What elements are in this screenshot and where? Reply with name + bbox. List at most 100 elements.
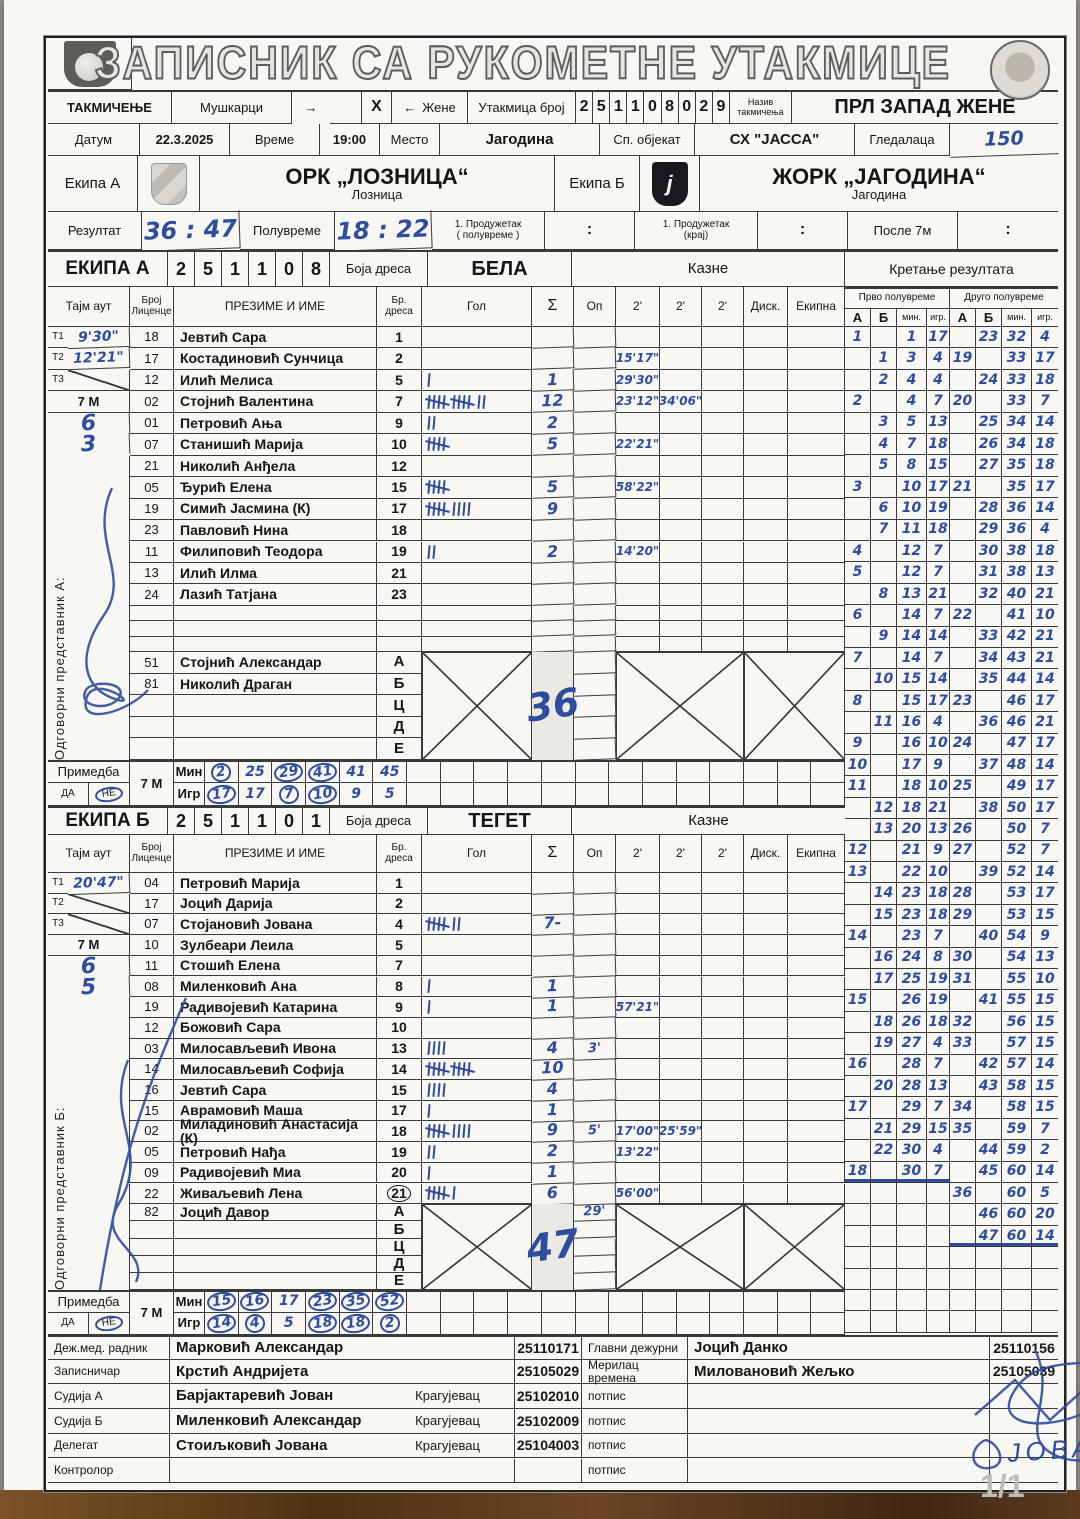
officials-cross-goals bbox=[422, 652, 532, 761]
pen7-igr-value bbox=[710, 783, 744, 806]
score-grid-cell: 10 bbox=[897, 476, 927, 499]
roster-col-2min-1: 2' bbox=[616, 287, 660, 327]
goals-sum bbox=[531, 1017, 575, 1040]
player-name: Павловић Нина bbox=[174, 520, 377, 542]
disk-cell bbox=[744, 914, 788, 936]
goals-sum: 5 bbox=[531, 433, 575, 457]
player-name: Петровић Нађа bbox=[174, 1142, 377, 1163]
score-grid-cell: 31 bbox=[950, 969, 976, 991]
official-role2-label: Мерилац времена bbox=[582, 1359, 688, 1385]
primedba-ne: НЕ bbox=[89, 783, 130, 806]
ekipna-cell bbox=[788, 1162, 845, 1184]
score-grid-cell bbox=[897, 1225, 927, 1248]
pen7-min-value bbox=[710, 760, 744, 783]
penalty-2min bbox=[660, 1100, 702, 1122]
score-grid-cell: 26 bbox=[976, 434, 1002, 456]
score-grid-cell bbox=[845, 1033, 871, 1055]
official-op-penalty bbox=[573, 1272, 617, 1291]
score-grid-cell bbox=[976, 1290, 1002, 1312]
pen7-value-circled: 15 bbox=[205, 1290, 238, 1314]
score-grid-cell: 19 bbox=[871, 1033, 897, 1055]
player-dress-number: 19 bbox=[377, 541, 422, 563]
goals-cell bbox=[422, 498, 532, 521]
penalty-2min bbox=[660, 914, 702, 936]
goals-cell bbox=[422, 1059, 532, 1080]
player-name bbox=[174, 621, 377, 637]
player-licence: 13 bbox=[130, 562, 174, 585]
penalty-2min bbox=[702, 369, 744, 392]
goals-cell bbox=[422, 455, 532, 478]
goals-cell bbox=[422, 935, 532, 956]
goals-sum: 5 bbox=[531, 476, 575, 500]
player-dress-number: Д bbox=[377, 1256, 422, 1273]
score-grid-cell bbox=[845, 1204, 871, 1226]
pen7-igr-value: 14 bbox=[205, 1311, 239, 1335]
pen7-min-value: 15 bbox=[205, 1290, 239, 1314]
penalty-2min bbox=[660, 562, 702, 585]
overtime2-line2: (крај) bbox=[683, 229, 709, 241]
penalty-2min bbox=[616, 636, 660, 653]
player-licence: 10 bbox=[130, 935, 174, 956]
ekipna-cell bbox=[788, 369, 845, 392]
score-grid-cell bbox=[871, 690, 897, 713]
region-stamp-icon bbox=[990, 40, 1050, 100]
team-a-label: Екипа А bbox=[48, 156, 138, 212]
official-name2 bbox=[688, 1409, 990, 1434]
officials-sum-area bbox=[532, 1238, 574, 1256]
player-dress-number bbox=[377, 636, 422, 653]
goals-sum bbox=[531, 347, 575, 371]
pen7-value-circled: 35 bbox=[340, 1290, 372, 1314]
score-grid-cell bbox=[950, 1268, 976, 1290]
official-licence2 bbox=[990, 1384, 1058, 1410]
score-grid-cell: 8 bbox=[897, 455, 927, 477]
score-grid-cell bbox=[871, 648, 897, 670]
after7m-value: : bbox=[958, 212, 1058, 250]
score-grid-cell: 21 bbox=[1032, 648, 1058, 670]
jersey-color-value: БЕЛА bbox=[428, 250, 572, 287]
team-code-digit: 1 bbox=[303, 806, 330, 835]
competition-name-label: Назив такмичења bbox=[730, 92, 792, 124]
goals-cell bbox=[422, 1080, 532, 1101]
goals-sum: 1 bbox=[531, 369, 575, 393]
score-grid-cell bbox=[871, 541, 897, 563]
score-grid-cell: 33 bbox=[1002, 391, 1032, 413]
player-licence: 08 bbox=[130, 976, 174, 998]
player-name: Стошић Елена bbox=[174, 955, 377, 977]
score-grid-cell bbox=[927, 1204, 950, 1226]
score-grid-cell bbox=[950, 926, 976, 948]
disk-cell bbox=[744, 327, 788, 349]
score-grid-cell bbox=[845, 348, 871, 370]
official-name: Марковић Александар bbox=[170, 1335, 515, 1360]
score-grid-cell bbox=[976, 840, 1002, 862]
penalty-2min bbox=[660, 1017, 702, 1039]
ekipna-cell bbox=[788, 1142, 845, 1163]
score-grid-cell: 15 bbox=[845, 990, 871, 1012]
score-grid-cell: 44 bbox=[976, 1140, 1002, 1162]
primedba-ne-circled: НЕ bbox=[94, 1314, 124, 1333]
pen7-min-value bbox=[541, 1290, 576, 1313]
score-grid-cell bbox=[950, 1161, 976, 1183]
score-grid-cell: 8 bbox=[927, 947, 950, 969]
score-grid-cell bbox=[976, 733, 1002, 755]
score-grid-cell: 55 bbox=[1002, 990, 1032, 1012]
score-grid-cell: 33 bbox=[950, 1033, 976, 1055]
score-grid-cell: 11 bbox=[871, 712, 897, 734]
disk-cell bbox=[744, 434, 788, 456]
score-grid-cell bbox=[845, 797, 871, 820]
score-grid-cell: 27 bbox=[897, 1033, 927, 1055]
official-name: Стоиљковић Јована Крагујевац bbox=[170, 1433, 515, 1459]
player-dress-number: 8 bbox=[377, 976, 422, 998]
score-grid-cell: 43 bbox=[976, 1076, 1002, 1098]
ekipna-cell bbox=[788, 541, 845, 563]
score-grid-cell bbox=[845, 712, 871, 734]
score-grid-cell: 25 bbox=[976, 412, 1002, 434]
goal-tally-marks bbox=[422, 501, 531, 516]
goals-sum bbox=[531, 620, 575, 638]
penalty-2min bbox=[660, 1080, 702, 1101]
roster-col-2min-3: 2' bbox=[702, 287, 744, 327]
score-grid-cell: 15 bbox=[1032, 905, 1058, 927]
score-grid-cell bbox=[845, 519, 871, 541]
score-grid-cell: 9 bbox=[845, 733, 871, 755]
player-dress-number: 7 bbox=[377, 391, 422, 413]
officials-sum-area bbox=[532, 1273, 574, 1291]
